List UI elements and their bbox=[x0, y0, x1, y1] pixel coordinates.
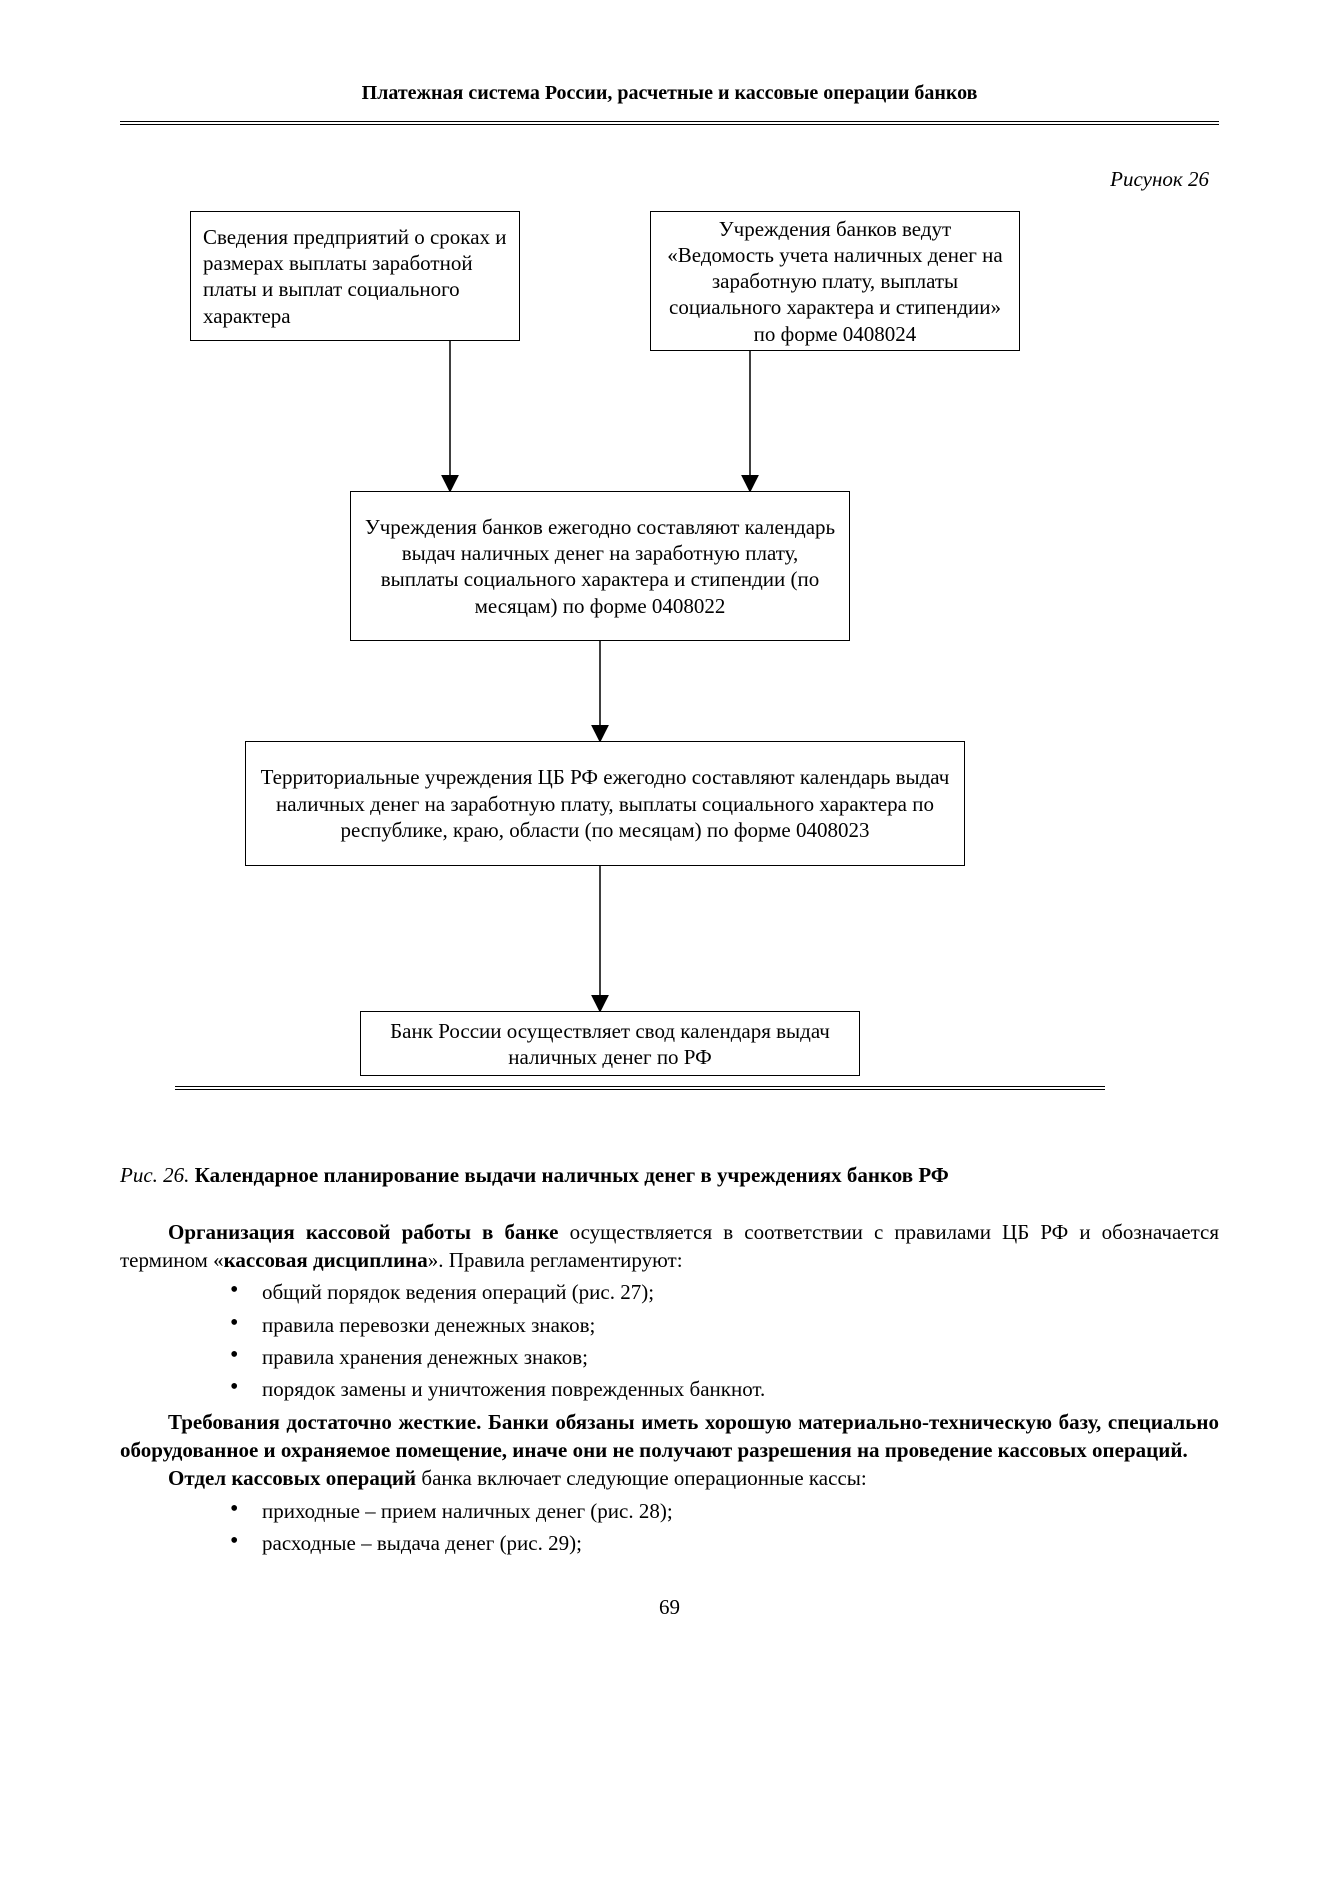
page-header: Платежная система России, расчетные и ка… bbox=[120, 80, 1219, 117]
p1-inner-bold: кассовая дисциплина bbox=[224, 1248, 428, 1272]
paragraph-3: Отдел кассовых операций банка включает с… bbox=[120, 1464, 1219, 1492]
flowchart-node: Учреждения банков ведут «Ведомость учета… bbox=[650, 211, 1020, 351]
p2-bold: Требования достаточно жесткие. Банки обя… bbox=[120, 1410, 1219, 1462]
p3-lead: Отдел кассовых операций bbox=[168, 1466, 416, 1490]
caption-prefix: Рис. 26. bbox=[120, 1163, 189, 1187]
page-number: 69 bbox=[120, 1593, 1219, 1621]
flowchart-node: Учреждения банков ежегодно составляют ка… bbox=[350, 491, 850, 641]
caption-text: Календарное планирование выдачи наличных… bbox=[195, 1163, 949, 1187]
bullet-list-2: приходные – прием наличных денег (рис. 2… bbox=[120, 1497, 1219, 1558]
header-title: Платежная система России, расчетные и ка… bbox=[362, 82, 978, 104]
body-text: Организация кассовой работы в банке осущ… bbox=[120, 1218, 1219, 1558]
figure-caption: Рис. 26. Календарное планирование выдачи… bbox=[120, 1161, 1219, 1189]
list-item: правила хранения денежных знаков; bbox=[230, 1343, 1219, 1371]
p1-rest-b: ». Правила регламентируют: bbox=[428, 1248, 683, 1272]
paragraph-1: Организация кассовой работы в банке осущ… bbox=[120, 1218, 1219, 1275]
diagram-bottom-rule bbox=[175, 1086, 1105, 1087]
list-item: расходные – выдача денег (рис. 29); bbox=[230, 1529, 1219, 1557]
header-rule bbox=[120, 121, 1219, 125]
flowchart-node: Банк России осуществляет свод календаря … bbox=[360, 1011, 860, 1076]
flowchart-diagram: Сведения предприятий о сроках и размерах… bbox=[120, 211, 1219, 1131]
list-item: правила перевозки денежных знаков; bbox=[230, 1311, 1219, 1339]
bullet-list-1: общий порядок ведения операций (рис. 27)… bbox=[120, 1278, 1219, 1403]
list-item: порядок замены и уничтожения поврежденны… bbox=[230, 1375, 1219, 1403]
list-item: общий порядок ведения операций (рис. 27)… bbox=[230, 1278, 1219, 1306]
figure-number-label: Рисунок 26 bbox=[120, 165, 1219, 193]
flowchart-node: Сведения предприятий о сроках и размерах… bbox=[190, 211, 520, 341]
p3-rest: банка включает следующие операционные ка… bbox=[416, 1466, 867, 1490]
p1-lead: Организация кассовой работы в банке bbox=[168, 1220, 558, 1244]
list-item: приходные – прием наличных денег (рис. 2… bbox=[230, 1497, 1219, 1525]
flowchart-node: Территориальные учреждения ЦБ РФ ежегодн… bbox=[245, 741, 965, 866]
paragraph-2: Требования достаточно жесткие. Банки обя… bbox=[120, 1408, 1219, 1465]
